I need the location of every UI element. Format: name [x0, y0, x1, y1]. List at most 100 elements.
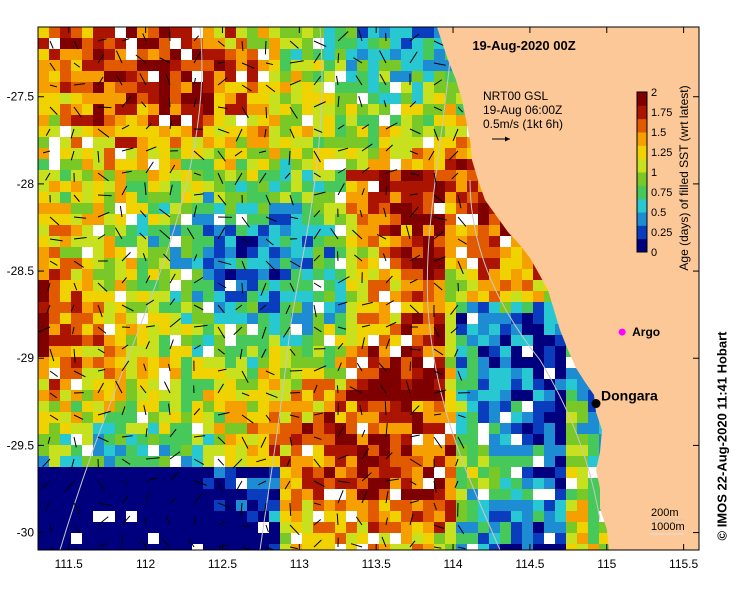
current-arrow-icon [358, 95, 363, 108]
sst-cell [247, 104, 259, 116]
sst-cell [522, 434, 534, 446]
sst-cell [49, 82, 61, 94]
sst-cell [280, 390, 292, 402]
sst-cell [214, 104, 226, 116]
sst-cell [280, 489, 292, 501]
sst-cell [324, 335, 336, 347]
sst-cell [60, 115, 72, 127]
sst-cell [335, 38, 347, 50]
sst-cell [533, 390, 545, 402]
sst-cell [181, 456, 193, 468]
sst-cell [137, 137, 149, 149]
sst-cell [280, 49, 292, 61]
current-arrow-icon [145, 275, 151, 284]
sst-cell [577, 379, 589, 391]
sst-cell [82, 236, 94, 248]
sst-cell [423, 280, 435, 292]
sst-cell [412, 137, 424, 149]
sst-cell [335, 148, 347, 160]
sst-cell [313, 346, 325, 358]
sst-cell [38, 115, 50, 127]
sst-cell [247, 533, 259, 545]
sst-cell [225, 357, 237, 369]
sst-cell [181, 214, 193, 226]
sst-cell [203, 203, 215, 215]
current-arrow-icon [121, 251, 131, 262]
sst-cell [698, 247, 699, 259]
sst-cell [489, 324, 501, 336]
sst-cell [522, 478, 534, 490]
sst-cell [170, 379, 182, 391]
sst-cell [181, 533, 193, 545]
sst-cell [401, 104, 413, 116]
current-arrow-icon [73, 194, 80, 202]
sst-cell [269, 38, 281, 50]
sst-cell [115, 115, 127, 127]
sst-cell [148, 390, 160, 402]
sst-cell [159, 137, 171, 149]
sst-cell [247, 203, 259, 215]
sst-cell [126, 181, 138, 193]
sst-cell [280, 291, 292, 303]
current-arrow-icon [97, 326, 107, 334]
sst-cell [423, 71, 435, 83]
sst-cell [434, 159, 446, 171]
sst-cell [511, 489, 523, 501]
sst-cell [192, 93, 204, 105]
lat-tick-label: -29.5 [7, 438, 35, 452]
sst-cell [401, 71, 413, 83]
sst-cell [38, 192, 50, 204]
sst-cell [379, 500, 391, 512]
sst-cell [71, 159, 83, 171]
sst-cell [445, 522, 457, 534]
current-arrow-icon [383, 100, 387, 108]
sst-cell [71, 456, 83, 468]
sst-cell [401, 445, 413, 457]
current-arrow-icon [121, 458, 131, 465]
sst-cell [401, 379, 413, 391]
sst-cell [522, 335, 534, 347]
sst-cell [390, 412, 402, 424]
current-arrow-icon [217, 502, 231, 509]
sst-cell [280, 412, 292, 424]
sst-cell [522, 368, 534, 380]
sst-cell [159, 489, 171, 501]
sst-cell [566, 390, 578, 402]
sst-cell [401, 280, 413, 292]
current-arrow-icon [409, 51, 418, 64]
sst-cell [456, 390, 468, 402]
sst-cell [390, 423, 402, 435]
sst-cell [269, 181, 281, 193]
current-arrow-icon [337, 326, 347, 330]
sst-cell [500, 379, 512, 391]
sst-cell [313, 368, 325, 380]
sst-cell [555, 478, 567, 490]
sst-cell [181, 82, 193, 94]
sst-cell [522, 445, 534, 457]
sst-cell [379, 445, 391, 457]
sst-cell [170, 368, 182, 380]
sst-cell [71, 335, 83, 347]
sst-cell [192, 258, 204, 270]
current-arrow-icon [289, 40, 299, 49]
sst-cell [159, 445, 171, 457]
sst-cell [544, 533, 556, 545]
sst-cell [434, 390, 446, 402]
sst-cell [159, 324, 171, 336]
sst-cell [269, 192, 281, 204]
sst-cell [192, 368, 204, 380]
sst-cell [170, 60, 182, 72]
sst-cell [115, 148, 127, 160]
sst-cell [423, 511, 435, 523]
sst-cell [38, 357, 50, 369]
sst-cell [60, 500, 72, 512]
sst-cell [555, 533, 567, 545]
sst-cell [71, 511, 83, 523]
sst-cell [357, 544, 369, 550]
sst-cell [302, 269, 314, 281]
sst-cell [302, 280, 314, 292]
sst-cell [291, 511, 303, 523]
sst-cell [104, 247, 116, 259]
sst-cell [82, 71, 94, 83]
current-arrow-icon [313, 101, 326, 108]
